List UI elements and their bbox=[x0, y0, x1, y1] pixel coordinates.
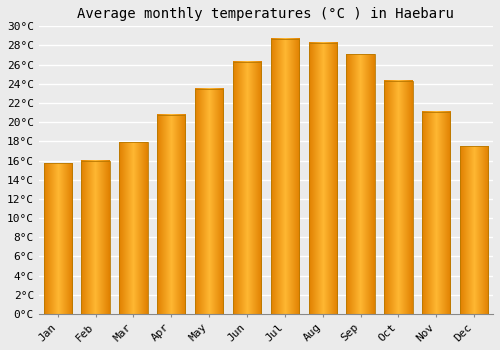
Bar bbox=[82, 161, 110, 314]
Bar bbox=[195, 89, 224, 314]
Bar bbox=[233, 62, 261, 314]
Bar bbox=[460, 146, 488, 314]
Bar bbox=[384, 81, 412, 314]
Bar bbox=[119, 142, 148, 314]
Bar bbox=[308, 43, 337, 314]
Bar bbox=[44, 163, 72, 314]
Title: Average monthly temperatures (°C ) in Haebaru: Average monthly temperatures (°C ) in Ha… bbox=[78, 7, 454, 21]
Bar bbox=[422, 112, 450, 314]
Bar bbox=[157, 114, 186, 314]
Bar bbox=[346, 54, 375, 314]
Bar bbox=[270, 39, 299, 314]
